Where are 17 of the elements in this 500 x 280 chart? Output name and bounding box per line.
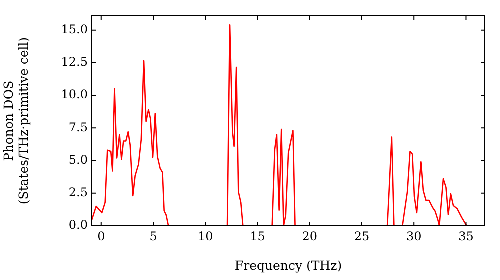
x-tick-label: 10: [198, 229, 214, 244]
y-tick-label: 10.0: [61, 88, 88, 102]
x-axis-title: Frequency (THz): [234, 258, 342, 273]
x-tick-label: 5: [150, 229, 158, 244]
x-tick-label: 30: [406, 229, 422, 244]
y-tick-label: 7.5: [68, 120, 88, 134]
y-tick-label: 2.5: [68, 186, 88, 200]
x-tick-label: 35: [458, 229, 474, 244]
x-tick-label: 15: [250, 229, 266, 244]
x-tick-label: 25: [354, 229, 370, 244]
y-axis-title: Phonon DOS (States/THz·primitive cell): [0, 37, 31, 205]
x-tick-label: 0: [98, 229, 106, 244]
y-tick-label: 5.0: [68, 152, 88, 167]
y-tick-label: 15.0: [61, 22, 88, 36]
x-tick-label: 20: [302, 229, 318, 244]
y-tick-label: 12.5: [61, 55, 88, 70]
y-tick-label: 0.0: [68, 218, 88, 232]
